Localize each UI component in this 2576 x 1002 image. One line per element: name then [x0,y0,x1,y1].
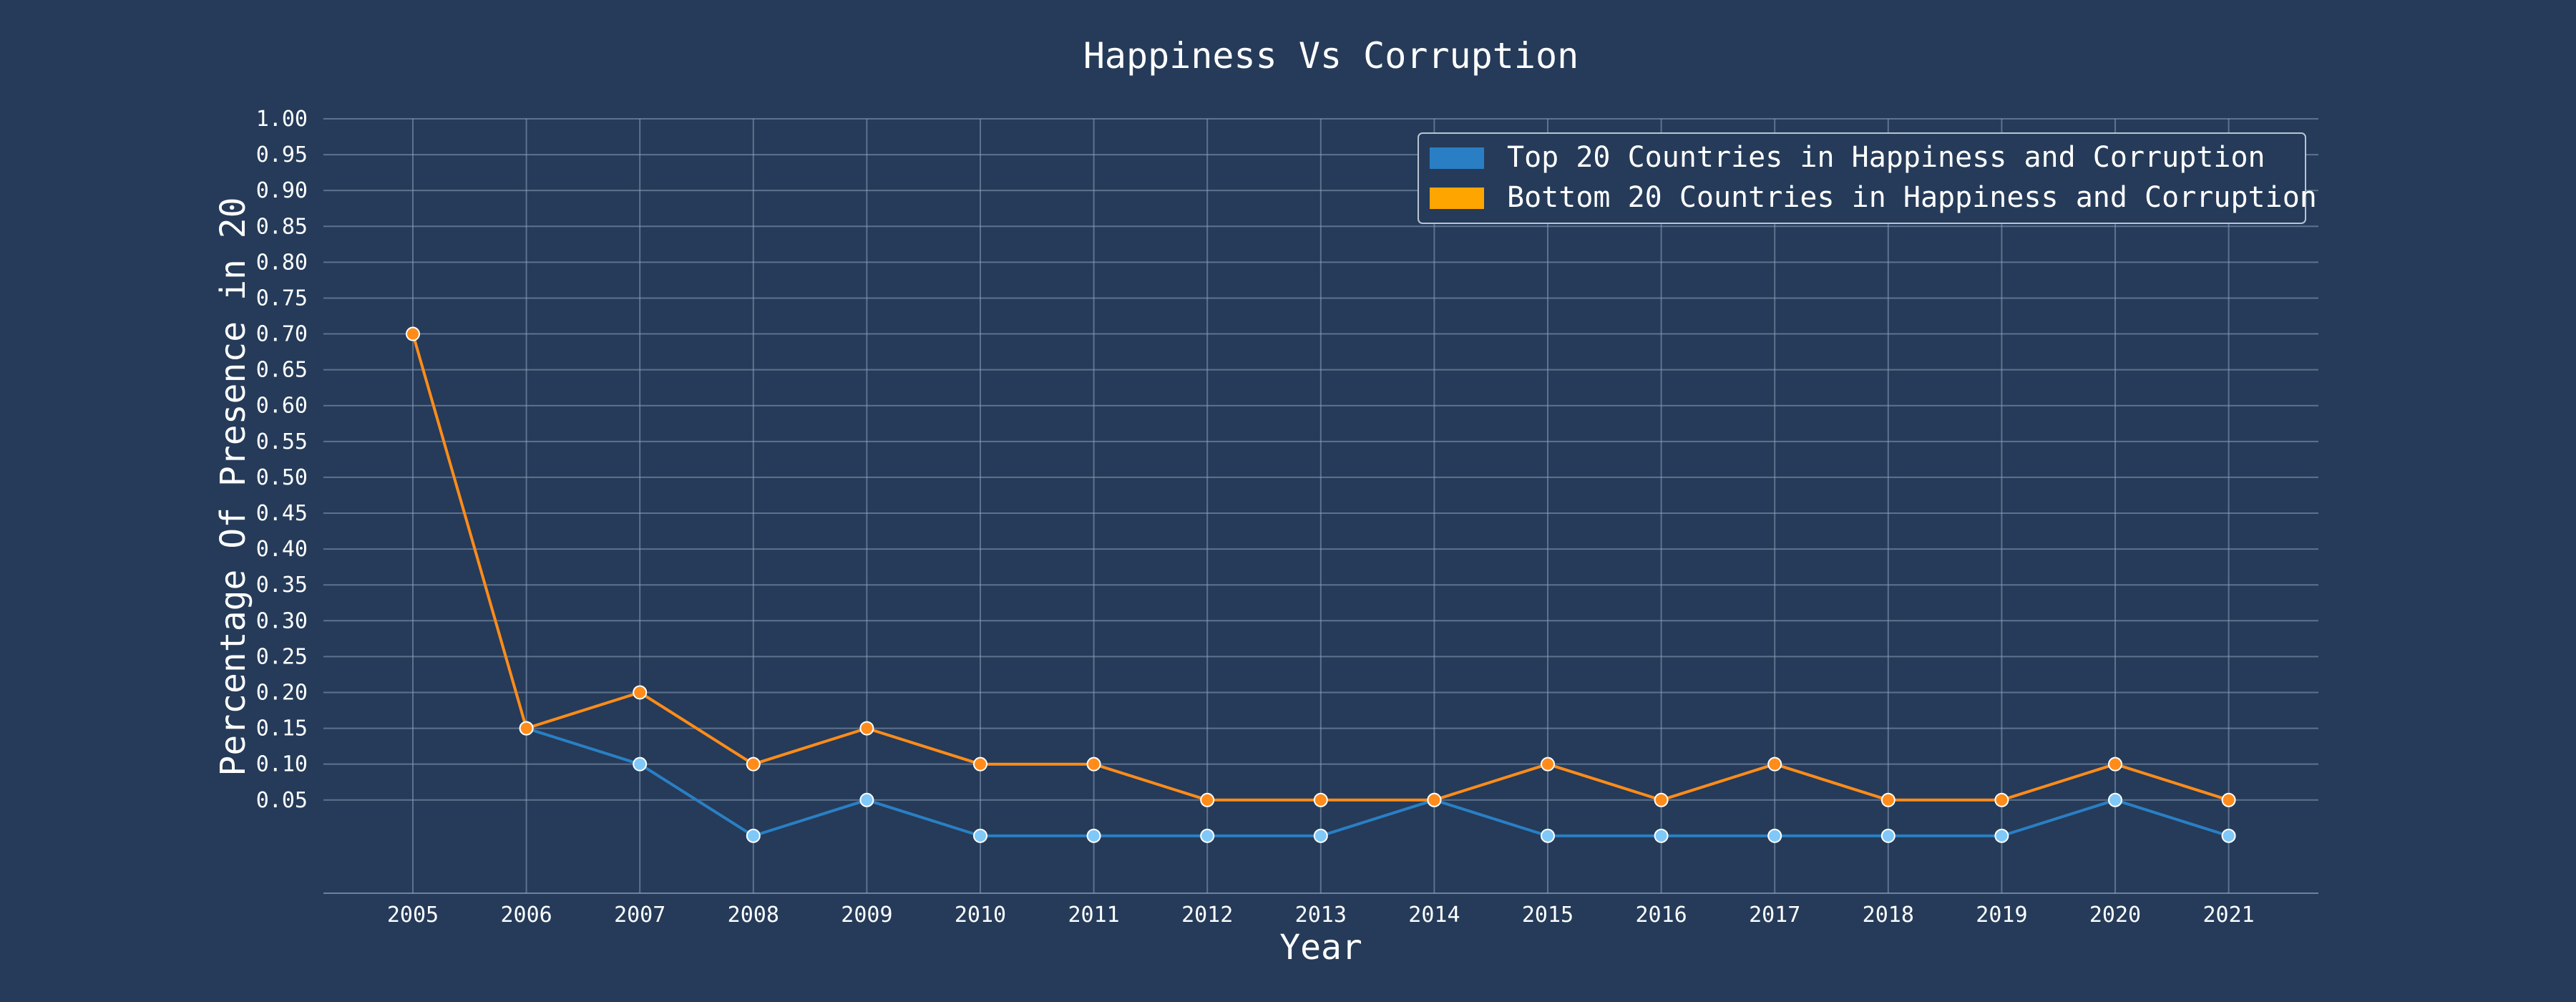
y-tick-label: 0.25 [256,644,308,669]
legend-swatch-bottom20 [1430,188,1484,209]
y-tick-label: 0.30 [256,608,308,633]
x-axis-ticks: 2005 2006 2007 2008 2009 2010 2011 2012 2013 2014… [387,903,2255,928]
y-tick-label: 1.00 [256,107,308,132]
data-point-0 [973,828,987,843]
y-tick-label: 0.05 [256,788,308,813]
x-tick-label: 2017 [1749,903,1800,928]
legend: Top 20 Countries in Happiness and Corrup… [1418,132,2317,224]
data-point-1 [973,757,987,772]
data-point-1 [1427,792,1442,807]
data-point-0 [2221,828,2236,843]
x-tick-label: 2005 [387,903,439,928]
legend-swatch-top20 [1430,147,1484,169]
legend-label-bottom20: Bottom 20 Countries in Happiness and Cor… [1507,181,2317,214]
y-tick-label: 0.75 [256,286,308,311]
y-tick-label: 0.70 [256,322,308,347]
x-tick-label: 2020 [2089,903,2141,928]
data-point-0 [1200,828,1215,843]
y-tick-label: 0.50 [256,465,308,490]
data-point-1 [1994,792,2009,807]
data-point-1 [1313,792,1328,807]
x-tick-label: 2014 [1408,903,1460,928]
y-tick-label: 0.55 [256,429,308,454]
chart-title: Happiness Vs Corruption [1083,35,1579,77]
data-point-1 [2108,757,2122,772]
y-tick-label: 0.35 [256,573,308,598]
y-tick-label: 0.95 [256,142,308,167]
data-point-0 [2108,792,2122,807]
data-point-1 [519,721,534,736]
data-point-0 [1994,828,2009,843]
x-tick-label: 2015 [1522,903,1574,928]
x-tick-label: 2007 [614,903,665,928]
data-point-0 [746,828,761,843]
y-tick-label: 0.60 [256,394,308,419]
y-axis-ticks: 0.05 0.10 0.15 0.20 0.25 0.30 0.35 0.40 0.45 0.50… [256,107,308,813]
data-point-0 [1880,828,1896,843]
y-tick-label: 0.15 [256,716,308,741]
data-point-1 [406,326,420,341]
data-point-1 [1880,792,1896,807]
x-tick-label: 2011 [1068,903,1119,928]
x-tick-label: 2009 [841,903,892,928]
data-point-1 [1086,757,1101,772]
data-point-1 [1541,757,1555,772]
x-axis-label: Year [1279,928,1362,968]
x-tick-label: 2021 [2202,903,2254,928]
data-point-1 [1767,757,1782,772]
y-tick-label: 0.85 [256,214,308,239]
data-point-1 [1200,792,1215,807]
data-point-1 [633,685,648,700]
x-tick-label: 2013 [1295,903,1347,928]
y-tick-label: 0.65 [256,358,308,383]
y-tick-label: 0.10 [256,752,308,777]
y-tick-label: 0.90 [256,178,308,203]
y-tick-label: 0.45 [256,501,308,526]
grid [323,118,2318,894]
x-tick-label: 2019 [1976,903,2027,928]
legend-box [1418,132,2306,224]
y-tick-label: 0.80 [256,250,308,275]
x-tick-label: 2008 [728,903,779,928]
x-tick-label: 2010 [955,903,1006,928]
data-point-0 [859,792,874,807]
series-markers [406,326,2236,843]
data-point-0 [1654,828,1669,843]
data-point-0 [1086,828,1101,843]
y-tick-label: 0.40 [256,537,308,562]
x-tick-label: 2016 [1635,903,1687,928]
data-point-0 [633,757,648,772]
x-tick-label: 2012 [1181,903,1233,928]
x-tick-label: 2006 [500,903,552,928]
data-point-1 [746,757,761,772]
data-point-1 [859,721,874,736]
data-point-0 [1767,828,1782,843]
y-axis-label: Percentage Of Presence in 20 [213,197,253,776]
series-line-0 [525,726,2230,837]
x-tick-label: 2018 [1863,903,1914,928]
y-tick-label: 0.20 [256,680,308,705]
data-point-0 [1541,828,1555,843]
data-point-1 [1654,792,1669,807]
data-point-1 [2221,792,2236,807]
data-point-0 [1313,828,1328,843]
legend-label-top20: Top 20 Countries in Happiness and Corrup… [1507,141,2265,174]
